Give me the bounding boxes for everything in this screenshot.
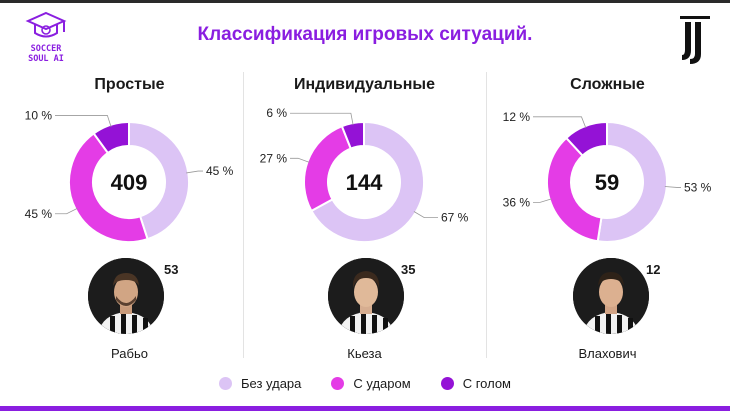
slice-label-shot: 45 %: [25, 207, 53, 221]
player-name-chiesa: Кьеза: [347, 346, 382, 361]
leader-line-no-shot: [413, 211, 438, 219]
page-title: Классификация игровых ситуаций.: [197, 24, 533, 45]
column-title-individual: Индивидуальные: [294, 76, 435, 93]
column-title-simple: Простые: [94, 76, 165, 93]
player-count-chiesa: 35: [401, 262, 416, 277]
mortarboard-icon: [25, 11, 67, 38]
leader-line-goal: [55, 115, 112, 127]
column-title-complex: Сложные: [570, 76, 645, 93]
donut-slice-goal: [92, 120, 130, 155]
slice-label-shot: 36 %: [503, 195, 531, 209]
logo-line-1: SOCCER: [30, 44, 62, 54]
leader-line-no-shot: [664, 186, 681, 188]
logo-line-2: SOUL AI: [28, 54, 64, 64]
donut-center-total: 144: [346, 170, 383, 195]
slice-label-no-shot: 53 %: [684, 180, 712, 194]
player-avatar-rabiot: [88, 258, 164, 334]
player-name-vlahovic: Влахович: [578, 346, 637, 361]
bottom-border: [0, 406, 730, 411]
chart-legend: Без удара С ударом С голом: [0, 376, 730, 391]
legend-item-goal: С голом: [440, 376, 511, 391]
donut-chart-simple: 45 % 45 % 10 % 409: [25, 108, 234, 243]
legend-label-goal: С голом: [462, 376, 511, 391]
leader-line-shot: [533, 198, 552, 203]
slice-label-shot: 27 %: [260, 151, 288, 165]
soccer-soul-logo: SOCCER SOUL AI: [16, 10, 76, 64]
player-count-vlahovic: 12: [646, 262, 661, 277]
player-count-rabiot: 53: [164, 262, 179, 277]
legend-item-no-shot: Без удара: [219, 376, 301, 391]
slice-label-goal: 12 %: [503, 110, 531, 124]
donut-slice-goal: [564, 120, 608, 157]
leader-line-shot: [55, 207, 78, 215]
donut-slice-no-shot: [310, 120, 425, 243]
player-name-rabiot: Рабьо: [111, 346, 148, 361]
player-avatar-chiesa: [328, 258, 404, 334]
legend-label-no-shot: Без удара: [241, 376, 302, 391]
donut-slice-no-shot: [128, 120, 190, 241]
leader-line-shot: [290, 157, 310, 163]
slice-label-no-shot: 45 %: [206, 164, 234, 178]
legend-swatch-no-shot: [219, 377, 232, 390]
juventus-logo-icon: [680, 16, 710, 64]
player-avatar-vlahovic: [573, 258, 649, 334]
legend-swatch-goal: [440, 377, 454, 390]
donut-slice-shot: [546, 136, 603, 243]
donut-chart-individual: 67 % 27 % 6 % 144: [260, 106, 469, 243]
column-divider-2: [486, 72, 487, 358]
slice-label-no-shot: 67 %: [441, 211, 469, 225]
donut-center-total: 409: [111, 170, 148, 195]
legend-swatch-shot: [331, 377, 345, 390]
slice-label-goal: 6 %: [266, 106, 287, 120]
column-divider-1: [243, 72, 244, 358]
legend-label-shot: С ударом: [353, 376, 411, 391]
donut-slice-goal: [340, 120, 365, 150]
donut-slice-shot: [303, 124, 353, 213]
leader-line-goal: [290, 112, 354, 126]
donut-center-total: 59: [595, 170, 619, 195]
donut-slice-no-shot: [596, 120, 668, 243]
top-border: [0, 0, 730, 3]
leader-line-goal: [533, 116, 587, 129]
leader-line-no-shot: [186, 170, 203, 174]
donut-slice-shot: [68, 132, 149, 243]
legend-item-shot: С ударом: [331, 376, 411, 391]
slice-label-goal: 10 %: [25, 108, 53, 122]
donut-chart-complex: 53 % 36 % 12 % 59: [503, 110, 712, 243]
